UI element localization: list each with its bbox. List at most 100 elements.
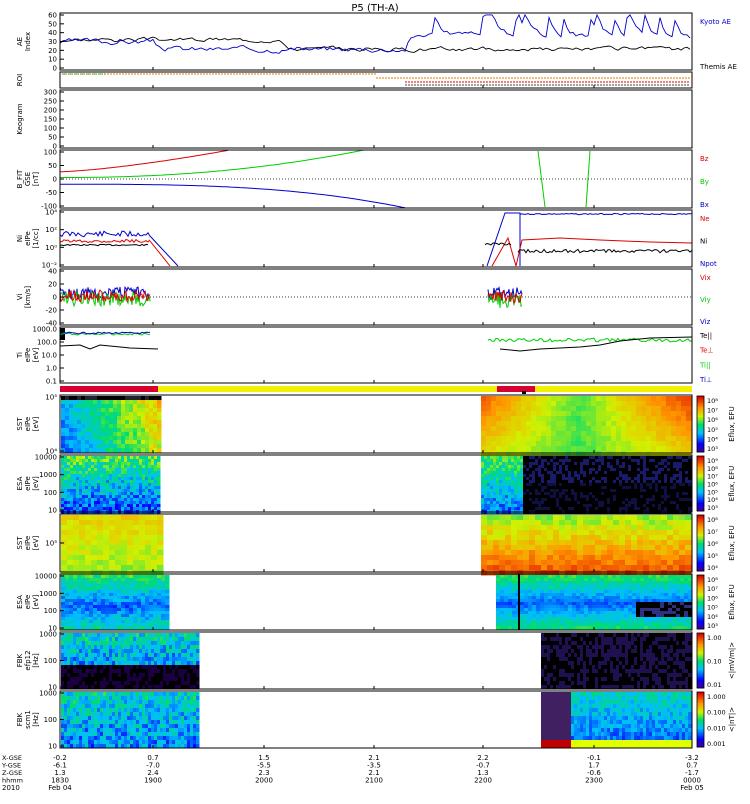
fbk_e-spectrogram-block bbox=[61, 633, 200, 690]
ytick-label: 1.0 bbox=[46, 365, 57, 373]
esa_i-spectrogram-block bbox=[61, 575, 170, 630]
npot-line-late2 bbox=[518, 249, 692, 252]
ylabel-line: [1/cc] bbox=[32, 228, 40, 248]
ni-line-early bbox=[60, 240, 150, 243]
mode-bar-mark bbox=[522, 391, 526, 394]
colorbar-tick: 10⁵ bbox=[707, 604, 718, 612]
colorbar-label: Eflux, EFU bbox=[728, 466, 736, 501]
time-tick-label: 2300 bbox=[585, 777, 603, 785]
ytick-label: -50 bbox=[46, 189, 57, 197]
ytick-label: 100 bbox=[44, 716, 57, 724]
colorbar-tick: 10⁴ bbox=[707, 613, 718, 621]
colorbar-tick: 1.00 bbox=[707, 634, 721, 642]
ytick-label: 150 bbox=[44, 116, 57, 124]
legend-ae-0: Kyoto AE bbox=[700, 18, 731, 26]
ytick-label: 40 bbox=[48, 29, 57, 37]
esa_e-spectrogram-block bbox=[481, 456, 692, 514]
colorbar-tick: 10⁶ bbox=[707, 594, 718, 602]
ylabel-line: efp12 bbox=[24, 650, 32, 670]
colorbar-label: Eflux, EFU bbox=[728, 525, 736, 560]
ylabel-line: eIPe bbox=[24, 348, 32, 363]
colorbar-tick: 10⁷ bbox=[707, 585, 718, 593]
ylabel-line: GSE bbox=[24, 172, 32, 186]
roi-status-lines bbox=[62, 74, 690, 85]
ytick-label: 20 bbox=[48, 281, 57, 289]
ytick-label: -20 bbox=[46, 307, 57, 315]
ytick-label: 100 bbox=[44, 149, 57, 157]
colorbar-tick: 10⁶ bbox=[707, 540, 718, 548]
ylabel-line: eIPe bbox=[24, 417, 32, 432]
ylabel-line: [eV] bbox=[32, 416, 40, 431]
colorbar-label: <|nT|> bbox=[728, 707, 736, 732]
ylabel-line: eIPe bbox=[24, 476, 32, 491]
npot-line-early bbox=[60, 244, 148, 245]
ytick-label: 10⁵ bbox=[45, 540, 57, 548]
mode-bar bbox=[60, 386, 692, 394]
ylabel-line: SST bbox=[16, 536, 24, 550]
colorbar-label: Eflux, EFU bbox=[728, 406, 736, 441]
by-line bbox=[60, 150, 363, 177]
colorbar-tick: 10⁶ bbox=[707, 481, 718, 489]
ne-rise bbox=[487, 213, 520, 266]
ytick-label: 10000 bbox=[35, 573, 57, 581]
ylabel-line: ROI bbox=[16, 74, 24, 86]
time-tick-label: 2100 bbox=[365, 777, 383, 785]
esa_i-spectrogram-block bbox=[496, 575, 693, 630]
legend-ni-1: Ni bbox=[700, 238, 707, 246]
ytick-label: 20 bbox=[48, 47, 57, 55]
legend-ti-0: Te|| bbox=[699, 332, 712, 340]
legend-vi-0: Vix bbox=[700, 274, 711, 282]
colorbar-tick: 0.100 bbox=[707, 709, 726, 717]
colorbar-tick: 10⁶ bbox=[707, 416, 718, 424]
ylabel-line: [eV] bbox=[32, 535, 40, 550]
colorbar-tick: 10⁴ bbox=[707, 564, 718, 572]
ylabel-line: [nT] bbox=[32, 172, 40, 186]
ytick-label: 10 bbox=[48, 507, 57, 515]
ytick-label: 0.1 bbox=[46, 378, 57, 386]
ylabel-line: Keogram bbox=[16, 103, 24, 134]
colorbar-label: Eflux, EFU bbox=[728, 584, 736, 619]
ylabel-line: ESA bbox=[16, 476, 24, 490]
colorbar-tick: 0.010 bbox=[707, 724, 726, 732]
time-tick-label: 1900 bbox=[144, 777, 162, 785]
te-line-early bbox=[60, 345, 158, 349]
fbk_b-spectrogram-block bbox=[61, 692, 200, 749]
legend-ni-2: Npot bbox=[700, 260, 717, 268]
ytick-label: 50 bbox=[48, 134, 57, 142]
ytick-label: 100 bbox=[44, 489, 57, 497]
ytick-label: 0 bbox=[53, 65, 57, 73]
ytick-label: 1000 bbox=[39, 590, 57, 598]
ylabel-line: Index bbox=[24, 32, 32, 51]
ni-frame bbox=[60, 210, 692, 267]
colorbar-tick: 10³ bbox=[707, 445, 718, 453]
ytick-label: 100 bbox=[44, 657, 57, 665]
ne-line-early bbox=[60, 231, 150, 237]
ytick-label: 1000.0 bbox=[33, 326, 58, 334]
ytick-label: 10 bbox=[48, 743, 57, 751]
ylabel-line: [km/s] bbox=[24, 286, 32, 309]
sst_i-spectrogram-block bbox=[61, 515, 164, 576]
ytick-label: 10.0 bbox=[41, 352, 57, 360]
ytick-label: 50 bbox=[48, 162, 57, 170]
legend-vi-2: Viz bbox=[700, 318, 711, 326]
ytick-label: 40 bbox=[48, 268, 57, 276]
time-tick-label: 2200 bbox=[474, 777, 492, 785]
ylabel-line: Ni bbox=[16, 235, 24, 242]
colorbar-tick: 10⁷ bbox=[707, 528, 718, 536]
ytick-label: 100.0 bbox=[37, 339, 57, 347]
colorbar-tick: 10⁹ bbox=[707, 457, 718, 465]
ytick-label: 60 bbox=[48, 12, 57, 20]
ylabel-line: FBK bbox=[16, 712, 24, 726]
ytick-label: 1000 bbox=[39, 471, 57, 479]
legend-ti-2: Ti|| bbox=[699, 361, 711, 369]
